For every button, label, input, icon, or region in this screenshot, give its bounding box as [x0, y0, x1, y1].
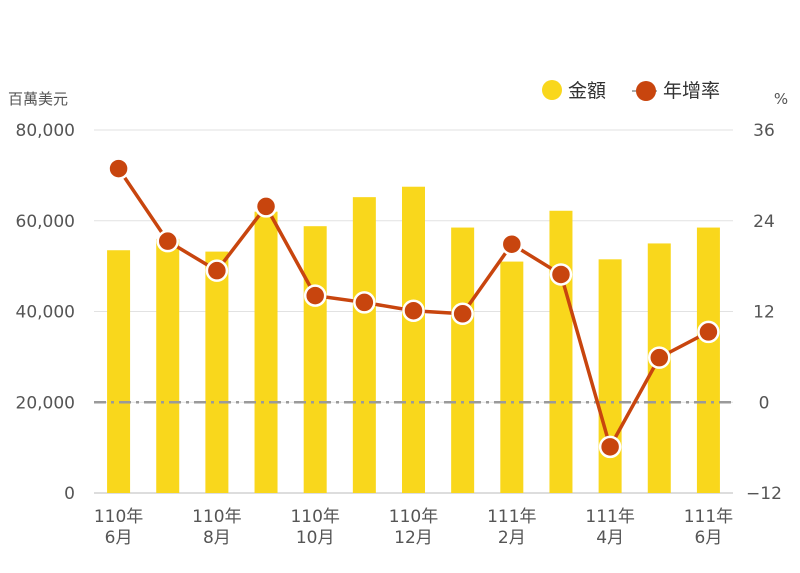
line-point — [451, 302, 474, 326]
line-point — [598, 435, 622, 459]
line-point — [107, 157, 130, 180]
x-tick-label-year: 111年 — [487, 507, 536, 527]
legend-swatch-growth — [636, 81, 656, 101]
y-right-tick-label: 12 — [753, 303, 775, 323]
bar — [549, 210, 573, 493]
x-tick-label-month: 2月 — [498, 528, 526, 548]
line-point — [697, 320, 720, 344]
y-right-tick-label: 0 — [759, 393, 770, 413]
x-tick-label-month: 10月 — [296, 528, 335, 548]
line-point — [549, 263, 573, 286]
line-point — [156, 229, 179, 253]
line-point — [353, 291, 376, 314]
x-tick-label-year: 110年 — [389, 507, 438, 527]
y-left-tick-label: 60,000 — [16, 212, 75, 232]
bar — [205, 251, 229, 493]
bar — [254, 211, 278, 494]
x-tick-label-month: 12月 — [394, 528, 433, 548]
bar — [696, 227, 720, 493]
y-left-tick-label: 0 — [64, 484, 75, 504]
x-tick-label-year: 110年 — [290, 507, 339, 527]
bar — [352, 197, 376, 493]
bar — [156, 238, 180, 493]
y-left-axis-label: 百萬美元 — [8, 90, 68, 108]
line-point — [402, 299, 425, 322]
x-tick-label-year: 111年 — [684, 507, 733, 527]
axes: 0 20,000 40,000 60,000 80,000 −12 0 12 24 36 百萬美元%… — [8, 90, 788, 548]
bar — [500, 261, 524, 493]
x-tick-label-year: 111年 — [585, 507, 634, 527]
bar-series — [107, 186, 720, 494]
bar — [303, 226, 327, 493]
line-point — [254, 195, 278, 218]
x-tick-label-month: 4月 — [596, 528, 624, 548]
line-point — [648, 346, 671, 369]
bar — [107, 250, 131, 493]
line-series — [107, 157, 720, 459]
y-left-tick-label: 20,000 — [16, 393, 75, 413]
y-right-tick-label: 36 — [753, 121, 775, 141]
x-tick-label-year: 110年 — [94, 507, 143, 527]
legend-label-amount: 金額 — [568, 80, 606, 102]
y-left-tick-label: 40,000 — [16, 303, 75, 323]
line-point — [205, 259, 229, 282]
y-right-tick-label: −12 — [746, 484, 782, 504]
x-tick-label-month: 6月 — [105, 528, 133, 548]
line-point — [500, 232, 524, 256]
line-point — [303, 284, 327, 307]
bar — [402, 186, 425, 493]
x-tick-label-month: 6月 — [695, 528, 723, 548]
x-tick-label-month: 8月 — [203, 528, 231, 548]
legend-swatch-amount — [542, 80, 562, 100]
legend-label-growth: 年增率 — [663, 80, 720, 102]
legend: 金額 年增率 — [542, 80, 720, 102]
y-right-tick-label: 24 — [753, 212, 775, 232]
x-tick-label-year: 110年 — [192, 507, 241, 527]
bar — [451, 227, 475, 493]
y-left-tick-label: 80,000 — [16, 121, 75, 141]
y-right-axis-label: % — [774, 90, 788, 108]
